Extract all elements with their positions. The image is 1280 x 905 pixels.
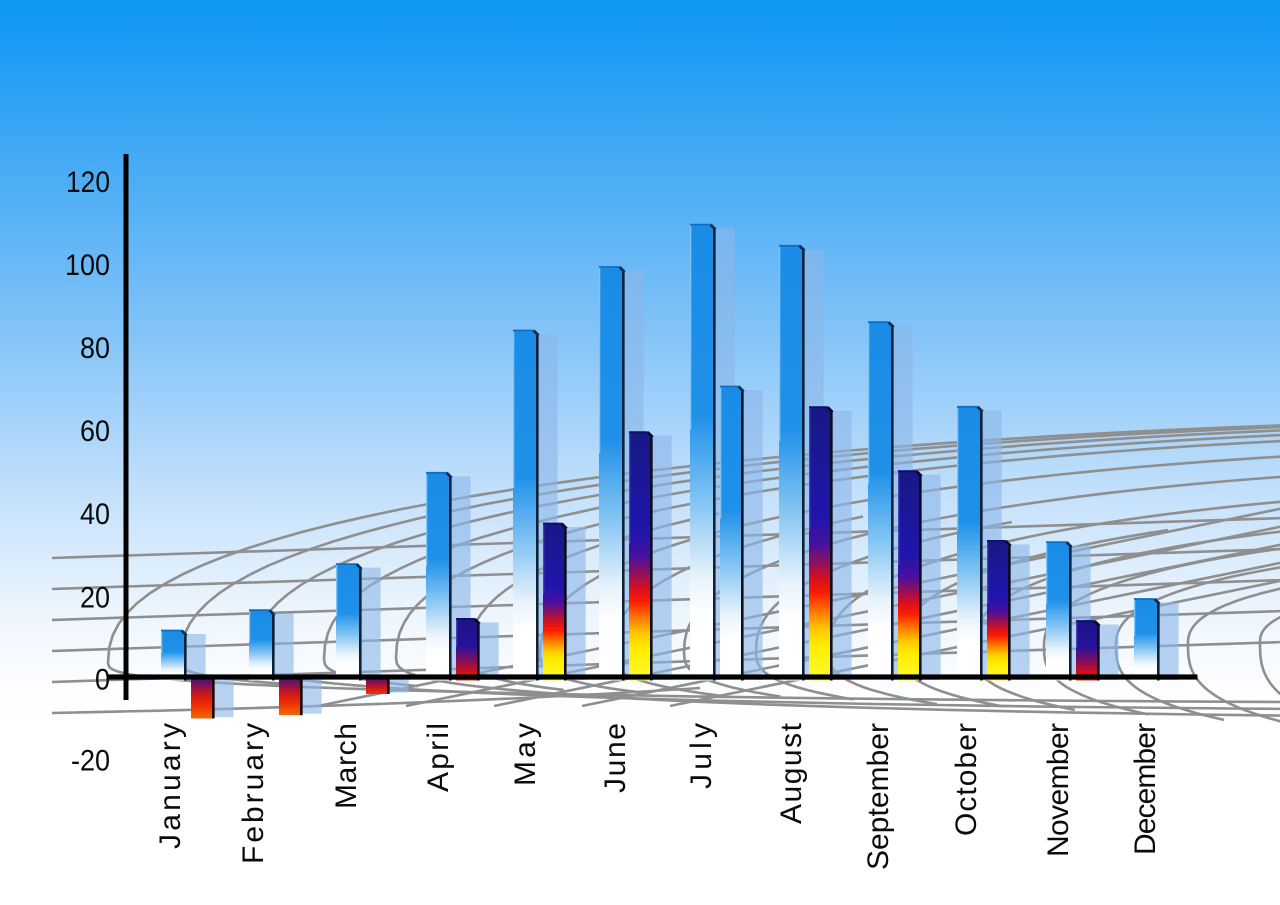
svg-text:40: 40 <box>80 498 110 531</box>
svg-text:February: February <box>237 723 270 864</box>
svg-text:August: August <box>775 722 808 824</box>
svg-text:July: July <box>685 723 718 789</box>
svg-text:60: 60 <box>80 415 110 448</box>
svg-text:0: 0 <box>95 663 110 696</box>
svg-text:20: 20 <box>80 582 110 615</box>
svg-text:June: June <box>599 723 632 793</box>
svg-text:November: November <box>1042 723 1075 857</box>
svg-text:January: January <box>154 723 187 849</box>
svg-text:September: September <box>862 723 895 870</box>
svg-text:May: May <box>509 723 542 786</box>
svg-text:100: 100 <box>65 249 110 282</box>
svg-text:October: October <box>950 723 983 836</box>
svg-text:March: March <box>330 723 363 809</box>
svg-text:80: 80 <box>80 332 110 365</box>
svg-text:December: December <box>1129 723 1162 855</box>
svg-text:-20: -20 <box>71 745 110 778</box>
svg-text:April: April <box>422 723 455 792</box>
svg-text:120: 120 <box>66 166 110 199</box>
